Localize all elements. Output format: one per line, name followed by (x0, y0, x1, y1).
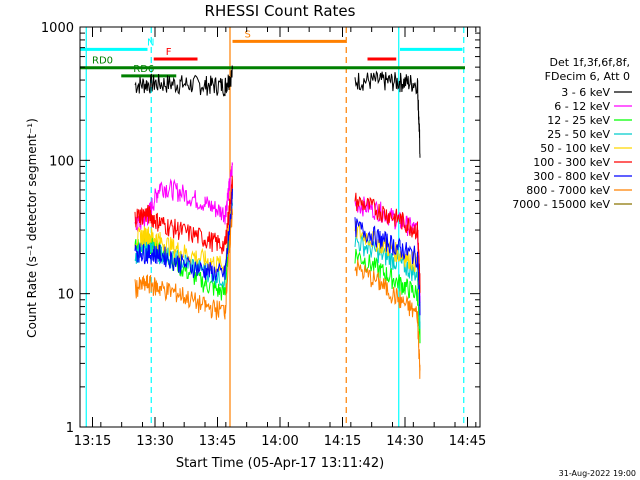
state-bar-label-7: RD6 (133, 64, 154, 75)
series-6-segment-1 (354, 217, 421, 316)
series-0-segment-1 (354, 70, 421, 158)
x-tick-label-4: 14:15 (324, 434, 361, 449)
legend-label-7: 800 - 7000 keV (526, 184, 610, 197)
y-tick-label-1: 10 (57, 288, 74, 303)
legend-label-2: 12 - 25 keV (547, 114, 610, 127)
state-bar-label-6: RD0 (92, 56, 113, 67)
series-7-segment-0 (134, 208, 233, 320)
series-1-segment-0 (134, 162, 233, 232)
x-tick-label-6: 14:45 (449, 434, 486, 449)
x-tick-label-1: 13:30 (136, 434, 173, 449)
state-bar-label-5: S (245, 29, 251, 40)
legend-label-8: 7000 - 15000 keV (512, 198, 610, 211)
chart-title: RHESSI Count Rates (205, 2, 356, 20)
x-tick-label-5: 14:30 (386, 434, 423, 449)
series-5-segment-1 (354, 192, 421, 293)
legend-label-5: 100 - 300 keV (533, 156, 610, 169)
legend-header-line1: Det 1f,3f,6f,8f, (549, 56, 630, 69)
y-tick-label-2: 100 (49, 154, 74, 169)
y-axis-label: Count Rate (s⁻¹ detector segment⁻¹) (25, 118, 39, 338)
legend-label-4: 50 - 100 keV (540, 142, 610, 155)
state-bar-label-3: F (166, 47, 172, 58)
footer-date: 31-Aug-2022 19:00 (559, 469, 636, 478)
legend-label-0: 3 - 6 keV (561, 86, 610, 99)
series-6-segment-0 (134, 188, 233, 282)
x-tick-label-3: 14:00 (261, 434, 298, 449)
y-tick-label-0: 1 (66, 421, 74, 436)
x-axis-label: Start Time (05-Apr-17 13:11:42) (176, 456, 384, 471)
series-7-segment-1 (354, 259, 421, 379)
legend-label-6: 300 - 800 keV (533, 170, 610, 183)
state-bar-label-1: N (147, 37, 154, 48)
series-5-segment-0 (134, 175, 233, 255)
legend-label-3: 25 - 50 keV (547, 128, 610, 141)
y-tick-label-3: 1000 (41, 21, 74, 36)
x-tick-label-0: 13:15 (74, 434, 111, 449)
x-tick-label-2: 13:45 (199, 434, 236, 449)
legend-label-1: 6 - 12 keV (554, 100, 610, 113)
legend-header-line2: FDecim 6, Att 0 (545, 70, 630, 83)
series-0-segment-0 (134, 65, 233, 97)
